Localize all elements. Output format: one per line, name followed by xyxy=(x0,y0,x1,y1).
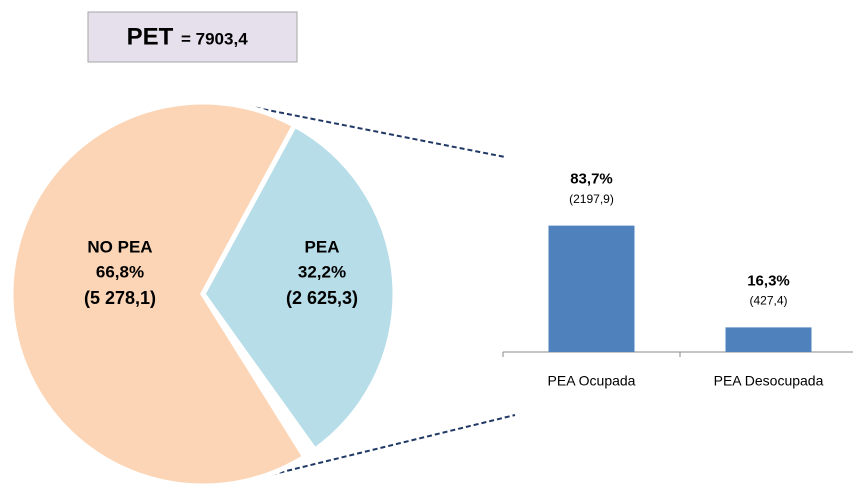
bar-percent: 83,7% xyxy=(570,171,613,188)
total-box xyxy=(87,11,298,63)
bar-percent: 16,3% xyxy=(747,272,790,289)
x-tick-label: PEA Desocupada xyxy=(714,373,824,389)
bar xyxy=(548,225,635,352)
slice-percent: 66,8% xyxy=(96,262,144,281)
slice-name: PEA xyxy=(305,237,340,256)
slice-count: (5 278,1) xyxy=(84,288,156,308)
bar-count: (427,4) xyxy=(749,294,787,308)
bar xyxy=(725,327,812,352)
pie-slice xyxy=(200,121,398,454)
pie-slice xyxy=(8,99,309,487)
total-value: = 7903,4 xyxy=(181,29,248,48)
slice-count: (2 625,3) xyxy=(286,288,358,308)
connector xyxy=(231,102,506,158)
slice-name: NO PEA xyxy=(87,237,152,256)
total-title: PET xyxy=(127,23,174,50)
slice-percent: 32,2% xyxy=(298,262,346,281)
x-tick-label: PEA Ocupada xyxy=(548,373,636,389)
bar-count: (2197,9) xyxy=(569,192,614,206)
